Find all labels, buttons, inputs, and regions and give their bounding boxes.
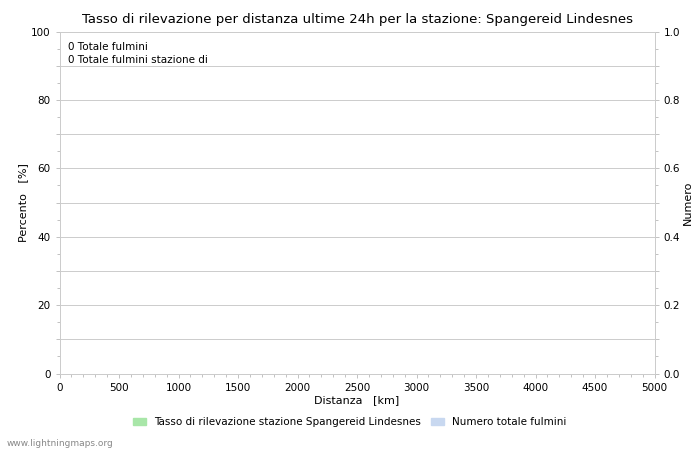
Y-axis label: Numero: Numero	[682, 180, 693, 225]
Text: 0 Totale fulmini
0 Totale fulmini stazione di: 0 Totale fulmini 0 Totale fulmini stazio…	[69, 42, 209, 65]
X-axis label: Distanza   [km]: Distanza [km]	[314, 395, 400, 405]
Title: Tasso di rilevazione per distanza ultime 24h per la stazione: Spangereid Lindesn: Tasso di rilevazione per distanza ultime…	[81, 13, 633, 26]
Legend: Tasso di rilevazione stazione Spangereid Lindesnes, Numero totale fulmini: Tasso di rilevazione stazione Spangereid…	[130, 413, 570, 431]
Y-axis label: Percento   [%]: Percento [%]	[18, 163, 28, 242]
Text: www.lightningmaps.org: www.lightningmaps.org	[7, 439, 113, 448]
